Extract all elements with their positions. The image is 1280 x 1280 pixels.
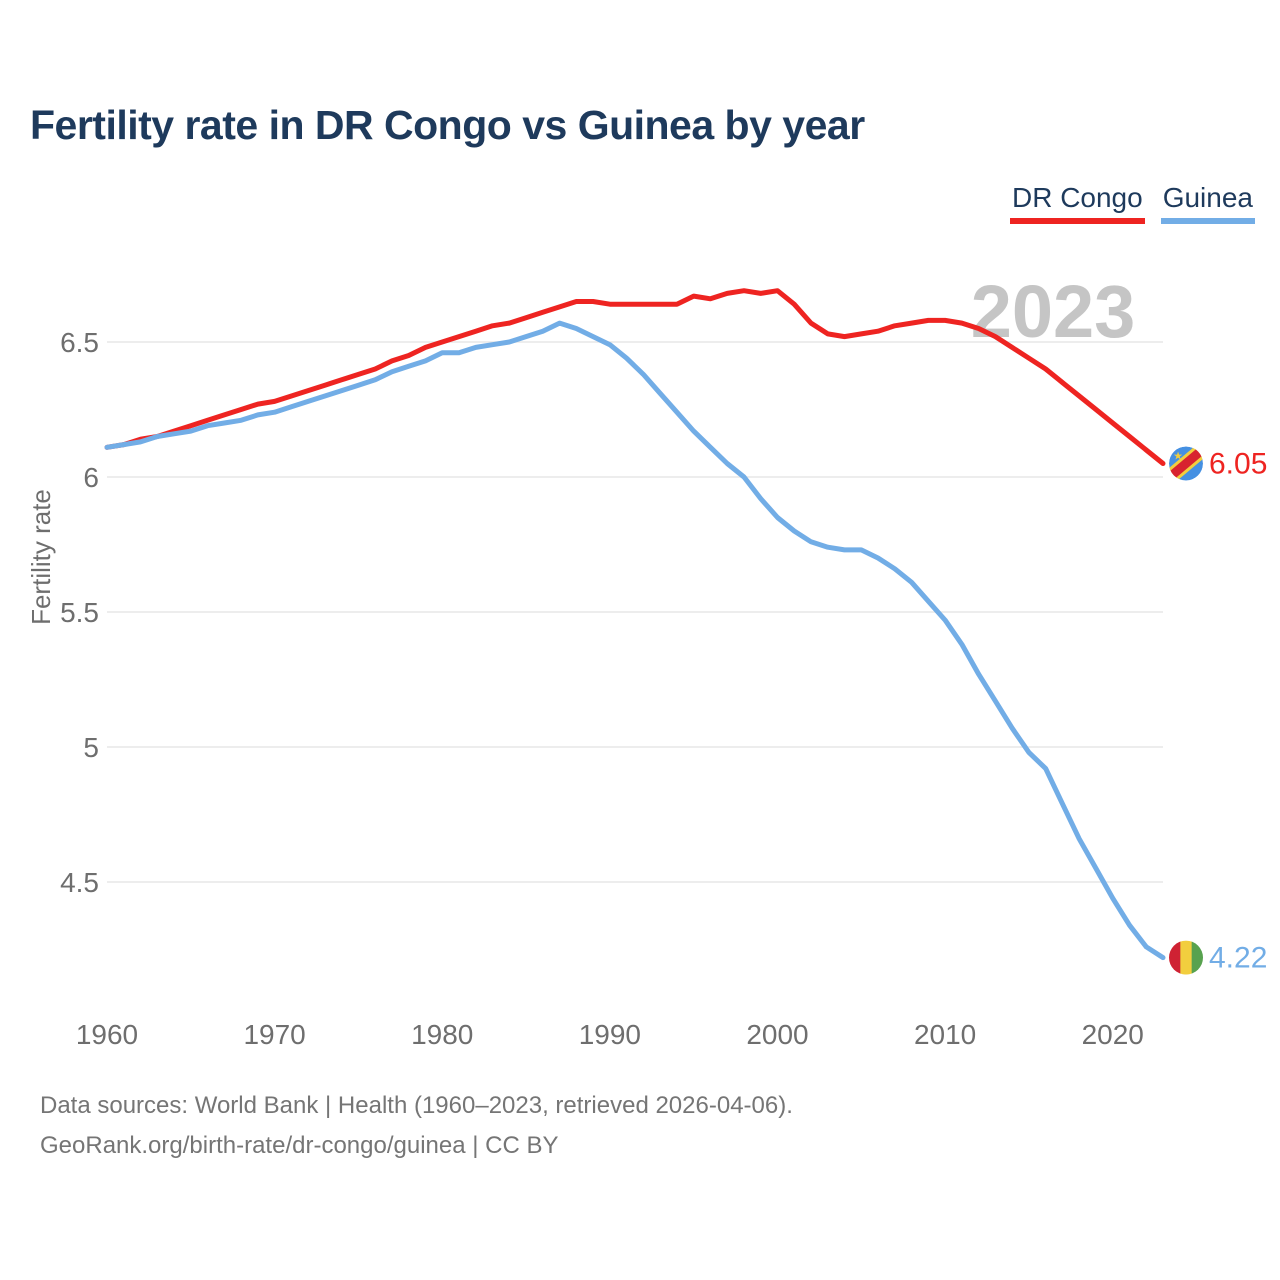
legend: DR Congo Guinea <box>1009 182 1255 224</box>
legend-label-guinea: Guinea <box>1162 182 1253 213</box>
y-tick-label: 6 <box>83 462 99 493</box>
legend-item-guinea[interactable]: Guinea <box>1160 182 1255 224</box>
footer-source-line: Data sources: World Bank | Health (1960–… <box>40 1092 793 1119</box>
guinea-line <box>104 320 1166 961</box>
dr-congo-line <box>104 288 1166 466</box>
y-tick-label: 4.5 <box>60 867 99 898</box>
footer-attribution-line: GeoRank.org/birth-rate/dr-congo/guinea |… <box>40 1132 559 1159</box>
svg-text:★: ★ <box>1173 451 1183 463</box>
y-tick-label: 6.5 <box>60 327 99 358</box>
x-tick-label: 2010 <box>914 1019 976 1050</box>
year-watermark: 2023 <box>971 270 1136 353</box>
guinea-value-label: 4.22 <box>1209 942 1267 975</box>
y-tick-label: 5 <box>83 732 99 763</box>
x-tick-label: 1970 <box>243 1019 305 1050</box>
y-axis-title: Fertility rate <box>26 489 56 625</box>
x-tick-label: 2020 <box>1082 1019 1144 1050</box>
x-tick-label: 1990 <box>579 1019 641 1050</box>
footer: Data sources: World Bank | Health (1960–… <box>40 1086 793 1166</box>
dr-congo-flag-icon: ★ <box>1169 446 1203 481</box>
legend-label-dr-congo: DR Congo <box>1011 182 1143 213</box>
y-tick-label: 5.5 <box>60 597 99 628</box>
guinea-flag-icon <box>1169 940 1203 975</box>
page-title: Fertility rate in DR Congo vs Guinea by … <box>30 102 865 148</box>
x-tick-label: 1960 <box>76 1019 138 1050</box>
x-tick-label: 1980 <box>411 1019 473 1050</box>
x-tick-label: 2000 <box>746 1019 808 1050</box>
legend-item-dr-congo[interactable]: DR Congo <box>1009 182 1145 224</box>
dr-congo-value-label: 6.05 <box>1209 448 1267 481</box>
